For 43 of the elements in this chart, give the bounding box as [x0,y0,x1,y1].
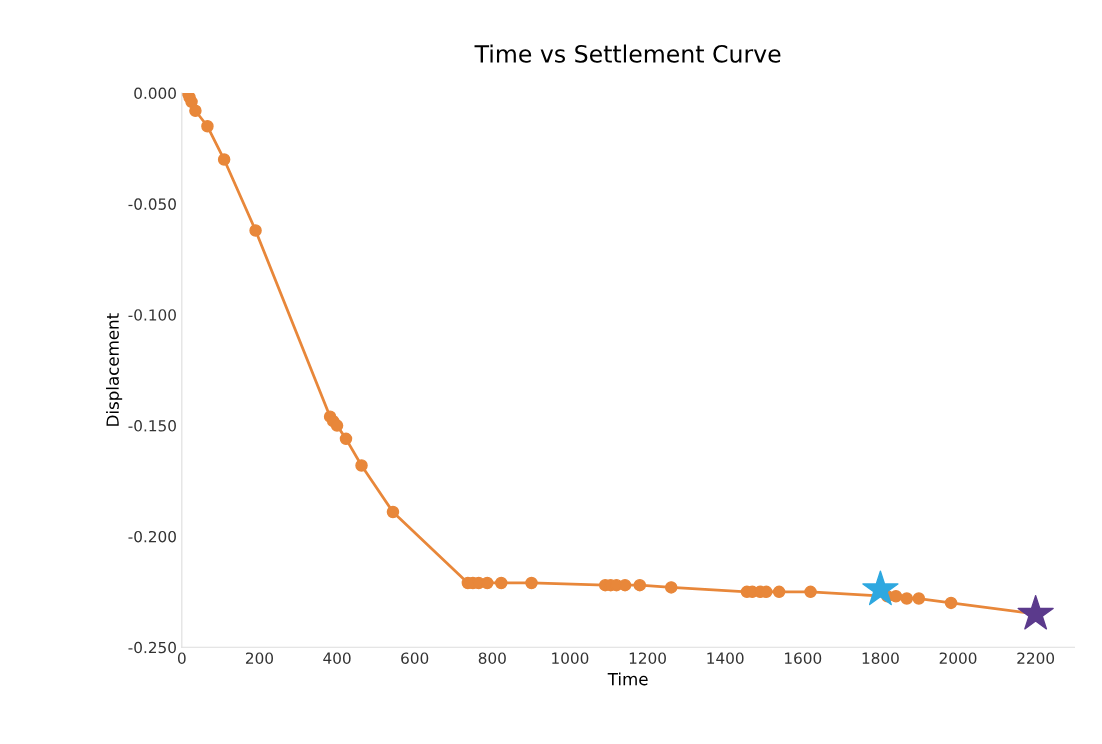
y-tick-label: -0.050 [128,198,176,210]
point [330,419,344,432]
x-tick-label: 400 [323,652,351,664]
point [912,592,926,605]
x-tick-label: 0 [177,652,186,664]
x-tick-label: 1000 [552,652,589,664]
point [217,153,231,166]
y-tick-label: -0.100 [128,309,176,321]
x-tick-label: 600 [401,652,429,664]
point [525,576,538,590]
chart-title: Time vs Settlement Curve [474,44,781,63]
point [386,505,400,519]
point [944,596,958,610]
x-tick-label: 1400 [707,652,744,664]
x-axis-title: Time [607,672,648,686]
point [618,578,632,592]
y-axis-title: Displacement [106,313,123,426]
point [201,120,214,133]
point [772,585,786,599]
y-tick-label: 0.000 [134,87,176,100]
point [862,570,899,606]
point [189,104,202,117]
point [339,432,353,446]
y-tick-label: -0.150 [128,420,176,432]
x-tick-label: 1200 [629,652,666,664]
y-tick-label: -0.250 [128,641,176,654]
point [1017,594,1054,630]
x-tick-label: 1800 [862,652,899,664]
x-tick-label: 200 [245,652,274,664]
y-tick-label: -0.200 [128,530,176,543]
point [249,224,262,237]
point [633,578,647,592]
x-tick-label: 800 [478,652,506,664]
x-tick-label: 1600 [785,652,822,664]
point [494,576,508,590]
point [804,585,817,599]
point [889,590,903,603]
x-tick-label: 2200 [1017,652,1055,664]
x-tick-label: 2000 [939,652,977,664]
point [900,592,914,605]
point [355,459,368,472]
point [664,581,678,594]
point [481,576,494,590]
